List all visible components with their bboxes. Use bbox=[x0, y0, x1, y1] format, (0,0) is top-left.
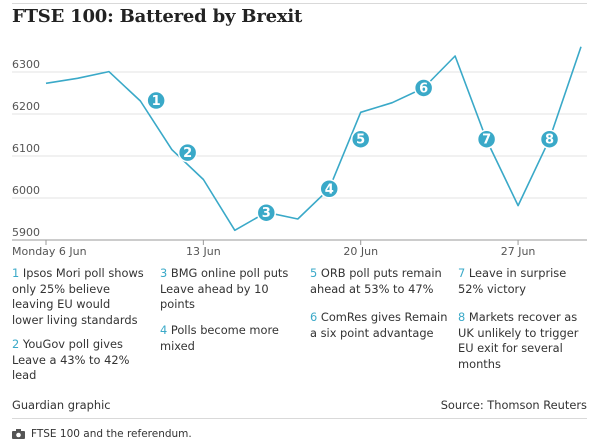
x-tick-label: 27 Jun bbox=[501, 245, 536, 258]
marker-circle bbox=[146, 90, 166, 111]
note-6: 6 ComRes gives Remain a six point advant… bbox=[310, 310, 450, 341]
credit-text: Guardian graphic bbox=[12, 398, 111, 412]
marker-number: 5 bbox=[356, 133, 365, 148]
marker-number: 1 bbox=[152, 94, 161, 109]
note-text: BMG online poll puts Leave ahead by 10 p… bbox=[160, 266, 289, 311]
note-number: 8 bbox=[458, 310, 466, 324]
note-text: Polls become more mixed bbox=[160, 323, 279, 353]
marker-number: 6 bbox=[419, 81, 428, 96]
note-number: 1 bbox=[12, 266, 20, 280]
marker-circle bbox=[476, 129, 497, 149]
note-number: 7 bbox=[458, 266, 466, 280]
note-text: ORB poll puts remain ahead at 53% to 47% bbox=[310, 266, 442, 296]
note-5: 5 ORB poll puts remain ahead at 53% to 4… bbox=[310, 266, 450, 297]
note-text: Markets recover as UK unlikely to trigge… bbox=[458, 310, 579, 371]
y-tick-label: 5900 bbox=[12, 226, 40, 239]
note-7: 7 Leave in surprise 52% victory bbox=[458, 266, 592, 297]
event-marker-3: 3 bbox=[256, 202, 277, 223]
note-text: Leave in surprise 52% victory bbox=[458, 266, 567, 296]
event-marker-1: 1 bbox=[146, 90, 166, 111]
y-tick-label: 6300 bbox=[12, 58, 40, 71]
note-text: YouGov poll gives Leave a 43% to 42% lea… bbox=[12, 337, 130, 382]
y-tick-label: 6000 bbox=[12, 184, 40, 197]
note-8: 8 Markets recover as UK unlikely to trig… bbox=[458, 310, 592, 372]
note-1: 1 Ipsos Mori poll shows only 25% believe… bbox=[12, 266, 144, 328]
marker-number: 8 bbox=[545, 133, 554, 148]
y-tick-label: 6100 bbox=[12, 142, 40, 155]
source-text: Source: Thomson Reuters bbox=[440, 398, 587, 412]
marker-circle bbox=[177, 142, 198, 163]
marker-number: 2 bbox=[183, 146, 192, 161]
event-marker-4: 4 bbox=[319, 179, 339, 199]
event-marker-8: 8 bbox=[539, 129, 560, 149]
x-axis: Monday 6 Jun 13 Jun 20 Jun 27 Jun bbox=[12, 240, 535, 258]
marker-circle bbox=[319, 179, 339, 199]
marker-number: 4 bbox=[325, 182, 334, 197]
caption-rule bbox=[12, 418, 587, 419]
event-marker-2: 2 bbox=[177, 142, 198, 163]
caption-text: FTSE 100 and the referendum. bbox=[31, 428, 192, 440]
marker-number: 7 bbox=[482, 133, 491, 148]
note-3: 3 BMG online poll puts Leave ahead by 10… bbox=[160, 266, 292, 313]
x-tick-label: Monday 6 Jun bbox=[12, 245, 87, 258]
ftse-100-line bbox=[45, 46, 582, 232]
note-number: 4 bbox=[160, 323, 168, 337]
note-text: Ipsos Mori poll shows only 25% believe l… bbox=[12, 266, 144, 327]
note-text: ComRes gives Remain a six point advantag… bbox=[310, 310, 448, 340]
event-marker-7: 7 bbox=[476, 129, 497, 149]
note-number: 6 bbox=[310, 310, 318, 324]
note-number: 5 bbox=[310, 266, 318, 280]
event-marker-5: 5 bbox=[350, 129, 371, 149]
x-tick-label: 13 Jun bbox=[186, 245, 221, 258]
event-marker-6: 6 bbox=[413, 78, 434, 98]
caption: FTSE 100 and the referendum. bbox=[12, 428, 192, 440]
note-2: 2 YouGov poll gives Leave a 43% to 42% l… bbox=[12, 337, 144, 384]
event-markers: 1 2 3 4 5 6 7 8 bbox=[146, 78, 560, 223]
marker-circle bbox=[256, 202, 277, 223]
note-number: 2 bbox=[12, 337, 20, 351]
marker-circle bbox=[350, 129, 371, 149]
chart-title: FTSE 100: Battered by Brexit bbox=[12, 6, 303, 27]
y-tick-label: 6200 bbox=[12, 100, 40, 113]
note-number: 3 bbox=[160, 266, 168, 280]
marker-number: 3 bbox=[262, 206, 271, 221]
top-rule bbox=[12, 3, 587, 4]
note-4: 4 Polls become more mixed bbox=[160, 323, 292, 354]
marker-circle bbox=[539, 129, 560, 149]
ftse-line-chart: 5900 6000 6100 6200 6300 1 2 3 4 5 6 7 8 Monday 6 J… bbox=[12, 46, 587, 258]
x-tick-label: 20 Jun bbox=[343, 245, 378, 258]
series-line-layer bbox=[45, 46, 582, 232]
gridlines: 5900 6000 6100 6200 6300 bbox=[12, 58, 587, 241]
camera-icon bbox=[12, 429, 25, 439]
marker-circle bbox=[413, 78, 434, 98]
